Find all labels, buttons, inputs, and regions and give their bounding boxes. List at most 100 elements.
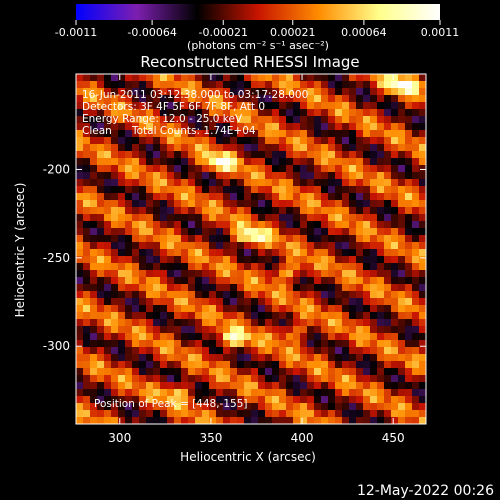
heatmap-cell	[104, 333, 112, 341]
heatmap-cell	[132, 186, 140, 194]
heatmap-cell	[202, 263, 210, 271]
heatmap-cell	[209, 270, 217, 278]
heatmap-cell	[377, 186, 385, 194]
heatmap-cell	[188, 249, 196, 257]
heatmap-cell	[258, 347, 266, 355]
heatmap-cell	[321, 74, 329, 82]
heatmap-cell	[139, 165, 147, 173]
heatmap-cell	[251, 144, 259, 152]
heatmap-cell	[251, 165, 259, 173]
heatmap-cell	[118, 74, 126, 82]
heatmap-cell	[300, 109, 308, 117]
heatmap-cell	[132, 242, 140, 250]
heatmap-cell	[160, 102, 168, 110]
heatmap-cell	[272, 291, 280, 299]
heatmap-cell	[188, 326, 196, 334]
heatmap-cell	[125, 81, 133, 89]
heatmap-cell	[244, 382, 252, 390]
heatmap-cell	[230, 228, 238, 236]
heatmap-cell	[314, 270, 322, 278]
heatmap-cell	[244, 228, 252, 236]
heatmap-cell	[209, 193, 217, 201]
heatmap-cell	[335, 221, 343, 229]
heatmap-cell	[167, 417, 175, 425]
heatmap-cell	[307, 354, 315, 362]
heatmap-cell	[132, 130, 140, 138]
heatmap-cell	[83, 200, 91, 208]
heatmap-cell	[363, 228, 371, 236]
heatmap-cell	[76, 144, 84, 152]
heatmap-cell	[300, 179, 308, 187]
heatmap-cell	[398, 263, 406, 271]
heatmap-cell	[125, 417, 133, 425]
heatmap-cell	[279, 270, 287, 278]
heatmap-cell	[216, 354, 224, 362]
heatmap-cell	[146, 200, 154, 208]
heatmap-cell	[293, 396, 301, 404]
heatmap-cell	[370, 319, 378, 327]
heatmap-cell	[223, 109, 231, 117]
heatmap-cell	[272, 207, 280, 215]
heatmap-cell	[370, 242, 378, 250]
heatmap-cell	[146, 382, 154, 390]
heatmap-cell	[160, 95, 168, 103]
heatmap-cell	[223, 368, 231, 376]
heatmap-cell	[146, 417, 154, 425]
heatmap-cell	[391, 179, 399, 187]
heatmap-cell	[356, 368, 364, 376]
heatmap-cell	[160, 319, 168, 327]
heatmap-cell	[349, 200, 357, 208]
heatmap-cell	[167, 305, 175, 313]
heatmap-cell	[90, 389, 98, 397]
heatmap-cell	[321, 389, 329, 397]
heatmap-cell	[300, 396, 308, 404]
heatmap-cell	[146, 221, 154, 229]
heatmap-cell	[111, 368, 119, 376]
heatmap-cell	[132, 361, 140, 369]
heatmap-cell	[118, 158, 126, 166]
heatmap-cell	[181, 221, 189, 229]
heatmap-cell	[139, 389, 147, 397]
heatmap-cell	[202, 354, 210, 362]
heatmap-cell	[377, 193, 385, 201]
heatmap-cell	[125, 151, 133, 159]
heatmap-cell	[377, 340, 385, 348]
heatmap-cell	[181, 74, 189, 82]
heatmap-cell	[181, 375, 189, 383]
heatmap-cell	[125, 123, 133, 131]
heatmap-cell	[195, 277, 203, 285]
heatmap-cell	[167, 116, 175, 124]
heatmap-cell	[90, 88, 98, 96]
heatmap-cell	[300, 95, 308, 103]
heatmap-cell	[412, 333, 420, 341]
heatmap-cell	[195, 158, 203, 166]
heatmap-cell	[328, 270, 336, 278]
heatmap-cell	[195, 221, 203, 229]
heatmap-cell	[174, 165, 182, 173]
heatmap-cell	[349, 263, 357, 271]
heatmap-cell	[174, 361, 182, 369]
colorbar: -0.0011 -0.00064 -0.00021 0.00021 0.00064 0.0…	[55, 4, 459, 52]
heatmap-cell	[391, 382, 399, 390]
heatmap-cell	[384, 186, 392, 194]
heatmap-cell	[391, 172, 399, 180]
heatmap-cell	[139, 270, 147, 278]
heatmap-cell	[125, 326, 133, 334]
heatmap-cell	[349, 340, 357, 348]
heatmap-cell	[251, 326, 259, 334]
heatmap-cell	[335, 347, 343, 355]
heatmap-cell	[391, 410, 399, 418]
heatmap-cell	[216, 95, 224, 103]
heatmap-cell	[90, 291, 98, 299]
heatmap-cell	[153, 249, 161, 257]
heatmap-cell	[104, 228, 112, 236]
heatmap-cell	[104, 95, 112, 103]
heatmap-cell	[139, 354, 147, 362]
heatmap-cell	[83, 158, 91, 166]
heatmap-cell	[258, 235, 266, 243]
heatmap-cell	[356, 200, 364, 208]
heatmap-cell	[153, 102, 161, 110]
heatmap-cell	[97, 347, 105, 355]
heatmap-cell	[321, 354, 329, 362]
heatmap-cell	[174, 270, 182, 278]
